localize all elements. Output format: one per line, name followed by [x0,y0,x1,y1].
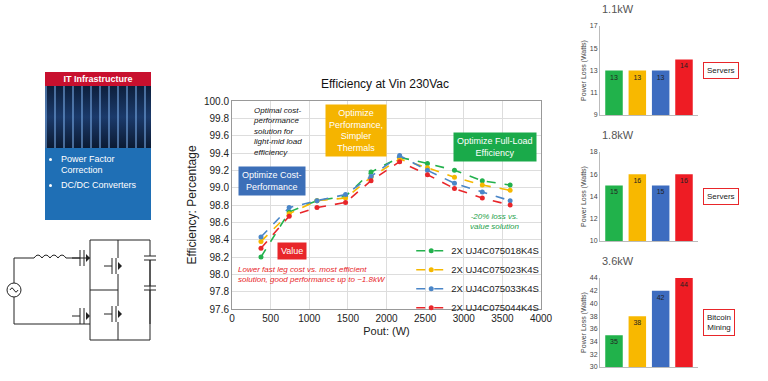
svg-text:Power Loss (Watts): Power Loss (Watts) [580,166,588,227]
svg-text:BitcoinMining: BitcoinMining [707,313,731,332]
svg-text:38: 38 [633,319,641,326]
svg-text:99.6: 99.6 [210,130,230,141]
svg-text:12: 12 [590,215,598,222]
svg-text:15: 15 [610,188,618,195]
svg-text:30: 30 [590,363,598,370]
svg-text:3500: 3500 [491,313,514,324]
svg-text:18: 18 [590,148,598,155]
svg-text:15: 15 [657,188,665,195]
svg-text:42: 42 [657,294,665,301]
svg-text:100.0: 100.0 [204,96,229,107]
svg-text:2X UJ4C075044K4S: 2X UJ4C075044K4S [451,302,539,313]
svg-text:13: 13 [633,74,641,81]
svg-text:98.2: 98.2 [210,252,230,263]
svg-text:Value: Value [281,246,303,256]
html-text:IT Infrastructure: IT Infrastructure [63,74,133,84]
svg-text:Efficiency at Vin 230Vac: Efficiency at Vin 230Vac [321,77,449,91]
svg-text:Power Loss (Watts): Power Loss (Watts) [580,292,588,353]
html-text:Power Factor Correction: Power Factor Correction [61,154,115,175]
svg-text:4000: 4000 [530,313,553,324]
svg-text:Power Loss (Watts): Power Loss (Watts) [580,40,588,101]
svg-text:0: 0 [229,313,235,324]
svg-text:32: 32 [590,351,598,358]
svg-text:17: 17 [590,22,598,29]
svg-text:99.2: 99.2 [210,165,230,176]
svg-text:98.0: 98.0 [210,269,230,280]
svg-text:44: 44 [680,281,688,288]
svg-text:2000: 2000 [375,313,398,324]
svg-text:2X UJ4C075018K4S: 2X UJ4C075018K4S [451,245,539,256]
svg-text:-20% loss vs.value solution: -20% loss vs.value solution [470,212,519,231]
svg-text:1.1kW: 1.1kW [602,3,634,15]
svg-text:3.6kW: 3.6kW [602,255,634,267]
svg-text:40: 40 [590,300,598,307]
svg-text:98.4: 98.4 [210,234,230,245]
svg-text:98.8: 98.8 [210,200,230,211]
svg-text:OptimizePerformance,SimplerThe: OptimizePerformance,SimplerThermals [329,108,383,153]
svg-text:44: 44 [590,274,598,281]
svg-text:16: 16 [680,177,688,184]
svg-text:Servers: Servers [707,192,735,201]
svg-text:10: 10 [590,237,598,244]
svg-text:38: 38 [590,313,598,320]
svg-text:13: 13 [590,67,598,74]
svg-text:14: 14 [590,193,598,200]
svg-text:97.6: 97.6 [210,304,230,315]
html-text:DC/DC Converters: DC/DC Converters [61,180,136,190]
svg-text:Servers: Servers [707,66,735,75]
svg-text:36: 36 [590,325,598,332]
svg-text:Optimal cost-performancesoluti: Optimal cost-performancesolution forligh… [253,106,302,157]
svg-text:2X UJ4C075033K4S: 2X UJ4C075033K4S [451,283,539,294]
svg-text:Efficiency: Percentage: Efficiency: Percentage [185,145,199,265]
svg-text:13: 13 [610,74,618,81]
svg-text:11: 11 [590,89,597,96]
svg-text:Lower fast leg cost vs. most e: Lower fast leg cost vs. most efficientso… [238,265,386,284]
svg-text:Optimize Cost-Performance: Optimize Cost-Performance [242,170,302,192]
svg-text:3000: 3000 [453,313,476,324]
svg-text:98.6: 98.6 [210,217,230,228]
svg-text:2X UJ4C075023K4S: 2X UJ4C075023K4S [451,264,539,275]
svg-text:9: 9 [594,111,598,118]
svg-text:14: 14 [680,62,688,69]
svg-text:99.8: 99.8 [210,113,230,124]
svg-text:16: 16 [590,171,598,178]
svg-text:15: 15 [590,45,598,52]
svg-text:1.8kW: 1.8kW [602,129,634,141]
svg-text:42: 42 [590,287,598,294]
svg-text:99.4: 99.4 [210,148,230,159]
svg-text:34: 34 [590,338,598,345]
svg-text:35: 35 [610,338,618,345]
svg-text:1000: 1000 [298,313,321,324]
svg-text:Pout: (W): Pout: (W) [363,325,409,337]
svg-text:99.0: 99.0 [210,182,230,193]
svg-text:97.8: 97.8 [210,286,230,297]
svg-text:16: 16 [633,177,641,184]
svg-text:2500: 2500 [414,313,437,324]
svg-text:500: 500 [262,313,279,324]
svg-text:1500: 1500 [337,313,360,324]
svg-text:13: 13 [657,74,665,81]
svg-text:Optimize Full-LoadEfficiency: Optimize Full-LoadEfficiency [457,136,533,158]
